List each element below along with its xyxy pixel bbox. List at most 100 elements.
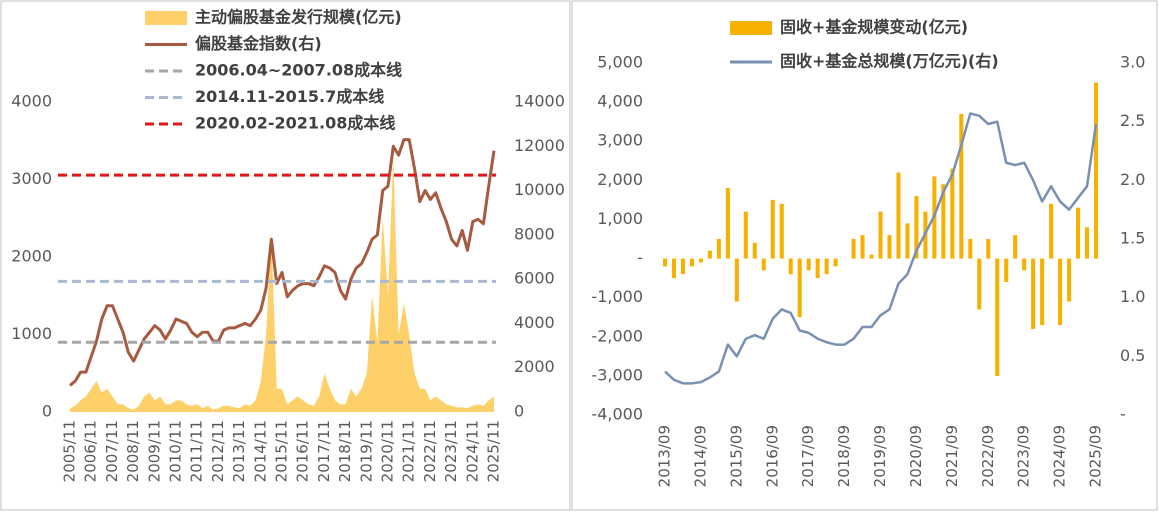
y-tick-label: 0 [42,402,52,421]
legend-label: 2014.11-2015.7成本线 [195,87,384,106]
legend-label: 固收+基金总规模(万亿元)(右) [780,52,999,71]
line [664,112,1098,385]
bar [1040,258,1045,326]
x-tick-label: 2005/11 [61,420,79,482]
bar [824,258,829,275]
x-tick-label: 2015/09 [727,425,745,487]
bar [698,258,703,263]
bar [788,258,793,275]
bar [761,258,766,271]
x-tick-label: 2012/11 [209,420,227,482]
bar [743,211,748,259]
x-tick-label: 2014/09 [691,425,709,487]
bar [869,254,874,259]
y2-tick-label: 1.5 [1120,229,1145,248]
bar [797,258,802,318]
bar [1049,203,1054,259]
x-tick-label: 2021/11 [400,420,418,482]
x-tick-label: 2025/11 [485,420,503,482]
bar [968,239,973,259]
bar [662,258,668,267]
y2-tick-label: 0.5 [1120,346,1145,365]
bar [860,235,865,259]
x-tick-label: 2021/09 [943,425,961,487]
x-tick-label: 2018/11 [336,420,354,482]
y-tick-label: 4,000 [597,92,643,111]
bar [725,188,730,259]
bar [815,258,820,279]
bar [1076,207,1081,259]
x-tick-label: 2018/09 [835,425,853,487]
bar [1067,258,1072,302]
bar [1058,258,1063,326]
legend-label: 主动偏股基金发行规模(亿元) [195,8,402,27]
x-tick-label: 2025/09 [1087,425,1105,487]
y2-tick-label: 2.0 [1120,170,1145,189]
y2-tick-label: 1.0 [1120,287,1145,306]
y2-tick-label: 6000 [514,269,555,288]
bar [806,258,811,271]
left-panel-frame [0,0,571,511]
bar [770,199,775,259]
bar [671,258,676,279]
y2-tick-label: 12000 [514,136,565,155]
y-tick-label: 2,000 [597,170,643,189]
x-tick-label: 2017/11 [315,420,333,482]
legend-label: 2020.02-2021.08成本线 [195,114,395,133]
x-tick-label: 2017/09 [799,425,817,487]
y-tick-label: -3,000 [591,365,643,384]
y2-tick-label: 3.0 [1120,53,1145,72]
y-tick-label: -2,000 [591,326,643,345]
y2-tick-label: 14000 [514,92,565,111]
x-tick-label: 2020/09 [907,425,925,487]
bar [1093,82,1099,259]
y2-tick-label: 8000 [514,224,555,243]
bar [833,258,838,267]
x-tick-label: 2024/11 [463,420,481,482]
bar [1013,235,1018,259]
bar [959,113,964,259]
x-tick-label: 2024/09 [1051,425,1069,487]
bar [1085,227,1090,259]
bar [1031,258,1036,329]
x-tick-label: 2019/09 [871,425,889,487]
y2-tick-label: - [1120,405,1126,424]
bar [707,250,712,259]
y2-tick-label: 0 [514,402,524,421]
y2-tick-label: 4000 [514,313,555,332]
bar [887,235,892,259]
bar [977,258,982,310]
x-tick-label: 2011/11 [188,420,206,482]
bar [779,203,784,259]
bar [851,239,856,259]
bar [689,258,694,267]
bar [941,184,946,259]
right-panel-frame [571,0,1158,511]
x-tick-label: 2015/11 [273,420,291,482]
x-tick-label: 2014/11 [251,420,269,482]
x-tick-label: 2009/11 [145,420,163,482]
bar [914,195,919,259]
bar [878,211,883,259]
legend-label: 2006.04~2007.08成本线 [195,61,402,80]
line [69,138,496,387]
y-tick-label: 3000 [11,169,52,188]
area [70,156,494,412]
legend-label: 固收+基金规模变动(亿元) [780,18,968,37]
x-tick-label: 2019/11 [357,420,375,482]
legend-label: 偏股基金指数(右) [195,34,322,53]
legend-swatch [730,21,772,35]
x-tick-label: 2020/11 [379,420,397,482]
bar [896,172,901,259]
y-tick-label: 5,000 [597,53,643,72]
legend-swatch [145,11,187,25]
x-tick-label: 2013/09 [656,425,674,487]
x-tick-label: 2006/11 [82,420,100,482]
bar [752,242,757,259]
y2-tick-label: 10000 [514,180,565,199]
x-tick-label: 2022/11 [421,420,439,482]
y-tick-label: 2000 [11,247,52,266]
y2-tick-label: 2.5 [1120,111,1145,130]
x-tick-label: 2010/11 [167,420,185,482]
